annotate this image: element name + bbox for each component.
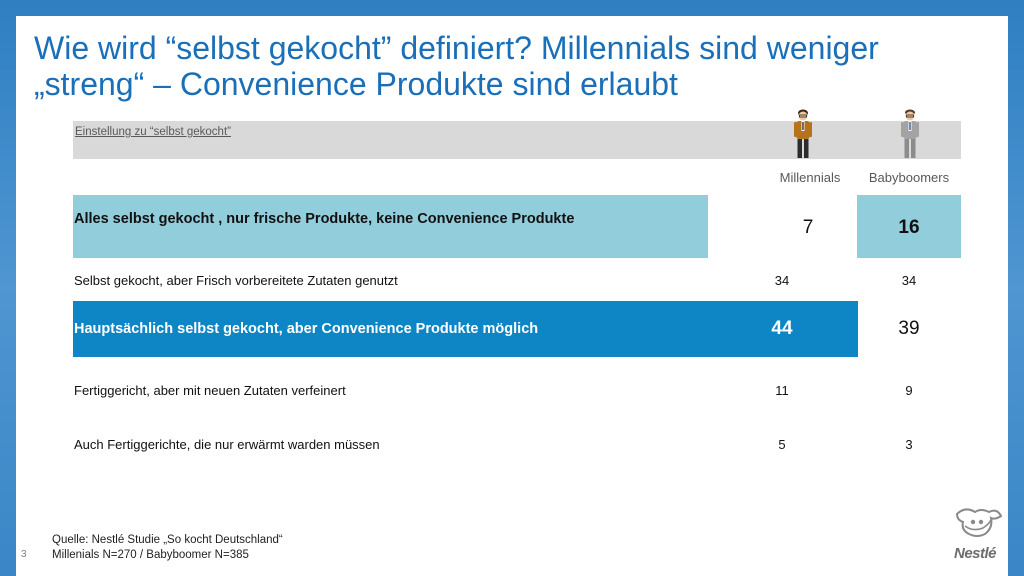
column-header-millennials: Millennials [779,170,841,185]
table-header-label: Einstellung zu “selbst gekocht” [75,126,231,138]
row-2-millennials-value: 34 [774,273,790,288]
row-4-millennials-value: 11 [775,383,789,398]
title-line-2: „streng“ – Convenience Produkte sind erl… [34,66,678,102]
row-1-label-highlight [73,195,708,258]
nestle-nest-icon [955,508,1003,537]
row-1-label: Alles selbst gekocht , nur frische Produ… [74,211,575,227]
row-3-millennials-value: 44 [771,318,793,339]
row-1-babyboomer-highlight [857,195,961,258]
slide: Wie wird “selbst gekocht” definiert? Mil… [16,16,1008,576]
table-header-band [73,121,961,159]
row-2-babyboomers-value: 34 [901,273,917,288]
column-header-babyboomers: Babyboomers [868,170,950,185]
row-4-babyboomers-value: 9 [905,383,913,398]
babyboomer-person-icon [901,109,919,158]
row-2-label: Selbst gekocht, aber Frisch vorbereitete… [74,273,398,288]
nestle-logo-text: Nestlé [954,545,997,562]
slide-title: Wie wird “selbst gekocht” definiert? Mil… [34,30,994,102]
row-5-label: Auch Fertiggerichte, die nur erwärmt war… [74,437,380,452]
page-number: 3 [21,549,27,560]
row-3-highlight [73,301,858,357]
row-3-babyboomers-value: 39 [898,318,920,339]
row-5-babyboomers-value: 3 [905,437,913,452]
source-line-2: Millenials N=270 / Babyboomer N=385 [52,549,249,561]
title-line-1: Wie wird “selbst gekocht” definiert? Mil… [34,30,879,66]
row-3-label: Hauptsächlich selbst gekocht, aber Conve… [74,321,539,337]
row-4-label: Fertiggericht, aber mit neuen Zutaten ve… [74,383,346,398]
millennial-person-icon [794,109,812,158]
row-5-millennials-value: 5 [778,437,786,452]
row-1-millennials-value: 7 [802,217,814,238]
source-line-1: Quelle: Nestlé Studie „So kocht Deutschl… [52,534,283,546]
source-note: Quelle: Nestlé Studie „So kocht Deutschl… [52,533,283,563]
row-1-babyboomers-value: 16 [898,217,920,238]
